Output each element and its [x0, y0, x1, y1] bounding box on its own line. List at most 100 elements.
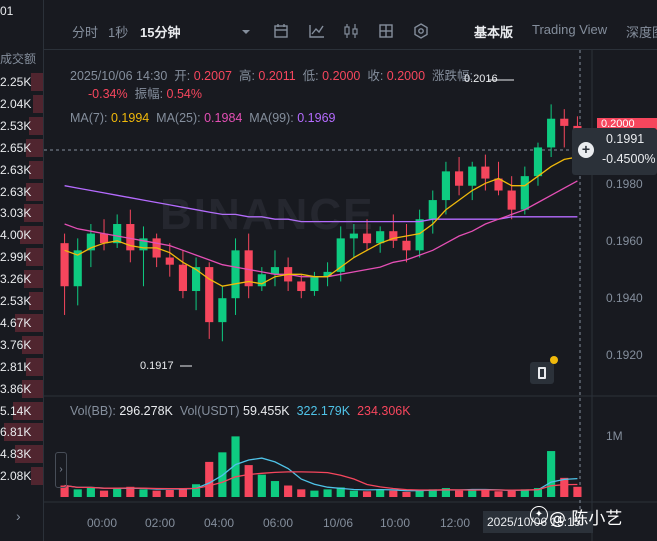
candle-body — [86, 233, 95, 251]
low-marker-label: 0.1917 — [140, 360, 174, 372]
time-tick: 12:00 — [440, 516, 471, 530]
volume-bar — [165, 489, 174, 497]
volume-bar — [86, 487, 95, 497]
volume-bar — [231, 436, 240, 497]
price-tick: 0.1920 — [606, 348, 643, 362]
time-tick: 10:00 — [380, 516, 411, 530]
view-depth[interactable]: 深度图 — [626, 25, 657, 40]
candle-body — [441, 171, 451, 201]
volume-bar — [454, 490, 464, 497]
high-value: 0.2011 — [258, 69, 296, 83]
calendar-icon[interactable] — [272, 22, 290, 40]
ma25-value: 0.1984 — [204, 111, 243, 125]
crosshair-change: -0.4500% — [602, 152, 656, 166]
candle-body — [126, 224, 135, 251]
chevron-right-icon[interactable]: › — [16, 508, 21, 524]
depth-bar — [15, 313, 43, 332]
candle-body — [389, 231, 398, 241]
depth-bar — [22, 335, 43, 354]
candle-body — [73, 250, 82, 287]
candle-body — [270, 267, 280, 275]
volume-bar — [349, 490, 358, 497]
depth-bar — [28, 292, 43, 310]
candle-body — [520, 176, 529, 210]
candle-body — [244, 250, 253, 287]
order-book-value: 5.14K — [0, 403, 32, 418]
low-value: 0.2000 — [322, 69, 361, 83]
time-tick: 02:00 — [145, 516, 176, 530]
indicator-alert-icon[interactable] — [530, 356, 558, 384]
candle-body — [323, 271, 332, 277]
order-book-value: 4.67K — [0, 315, 32, 330]
line-chart-icon[interactable] — [308, 22, 326, 40]
order-book-row: 2.81K — [0, 357, 43, 377]
order-book-value: 4.00K — [0, 228, 32, 243]
candle-body — [349, 233, 358, 239]
high-label: 高: — [238, 69, 255, 83]
order-book-row: 2.53K — [0, 291, 43, 311]
hexagon-settings-icon[interactable] — [412, 22, 430, 40]
order-book-row: 2.25K — [0, 72, 43, 92]
interval-timeline[interactable]: 分时 — [72, 25, 99, 40]
candle-body — [376, 231, 385, 244]
high-marker-label: 0.2016 — [464, 73, 498, 85]
order-book-row: 4.67K — [0, 313, 43, 333]
weibo-icon: ✦ — [530, 506, 548, 524]
order-book-value: 3.76K — [0, 337, 32, 352]
view-tradingview[interactable]: Trading View — [532, 22, 608, 37]
collapse-panel-button[interactable]: › — [55, 452, 67, 488]
depth-bar — [22, 379, 43, 398]
volume-bar — [139, 489, 148, 497]
view-basic[interactable]: 基本版 — [474, 25, 514, 40]
candlestick-icon[interactable] — [342, 22, 360, 40]
order-book-row: 2.04K — [0, 94, 43, 114]
volume-bar — [113, 488, 122, 497]
order-book-value: 6.81K — [0, 425, 32, 440]
order-book-strip: 01 成交额 2.25K 2.04K 2.53K 2.65K 2.63K 2.63K 3.0… — [0, 0, 44, 541]
depth-bar — [30, 73, 43, 91]
order-book-row: 3.03K — [0, 203, 43, 223]
order-book-row: 2.99K — [0, 247, 43, 267]
time-tick: 00:00 — [87, 516, 118, 530]
volume-bar — [323, 489, 332, 497]
volume-bar — [257, 474, 266, 497]
candle-body — [139, 238, 148, 251]
candle-body — [297, 281, 306, 292]
candle-body — [494, 178, 503, 191]
order-book-value: 2.81K — [0, 359, 32, 374]
volume-bar — [389, 490, 398, 497]
order-book-value: 2.53K — [0, 294, 32, 308]
volume-axis-tick: 1M — [606, 429, 623, 443]
ma7-label: MA(7): — [70, 111, 108, 125]
candle-body — [218, 298, 227, 323]
plus-icon[interactable]: + — [578, 142, 594, 158]
volume-bar — [152, 490, 161, 497]
candle-body — [191, 267, 201, 292]
candle-body — [257, 274, 266, 287]
depth-bar — [26, 182, 43, 201]
volume-bar — [560, 477, 569, 497]
open-label: 开: — [174, 69, 191, 83]
volume-bar — [494, 491, 503, 497]
depth-bar — [28, 160, 43, 179]
order-book-value: 3.26K — [0, 272, 32, 287]
depth-bar — [4, 423, 43, 442]
chevron-down-icon[interactable] — [237, 23, 255, 41]
price-tick: 0.1940 — [606, 291, 643, 305]
volume-bar — [573, 486, 582, 497]
volume-bar — [73, 489, 82, 497]
interval-15m[interactable]: 15分钟 — [140, 25, 181, 40]
order-book-row: 3.76K — [0, 335, 43, 355]
author-watermark: @ 陈小艺 — [549, 509, 623, 529]
candle-body — [205, 267, 214, 323]
volume-bar — [428, 489, 437, 497]
candle-body — [454, 171, 464, 186]
interval-1s[interactable]: 1秒 — [108, 25, 129, 40]
candle-body — [428, 200, 437, 220]
order-book-row: 2.65K — [0, 138, 43, 158]
order-book-row: 2.63K — [0, 160, 43, 180]
volume-bar — [205, 461, 214, 497]
order-book-value: 2.63K — [0, 162, 32, 177]
candle-body — [99, 233, 109, 244]
layers-icon[interactable] — [377, 22, 395, 40]
